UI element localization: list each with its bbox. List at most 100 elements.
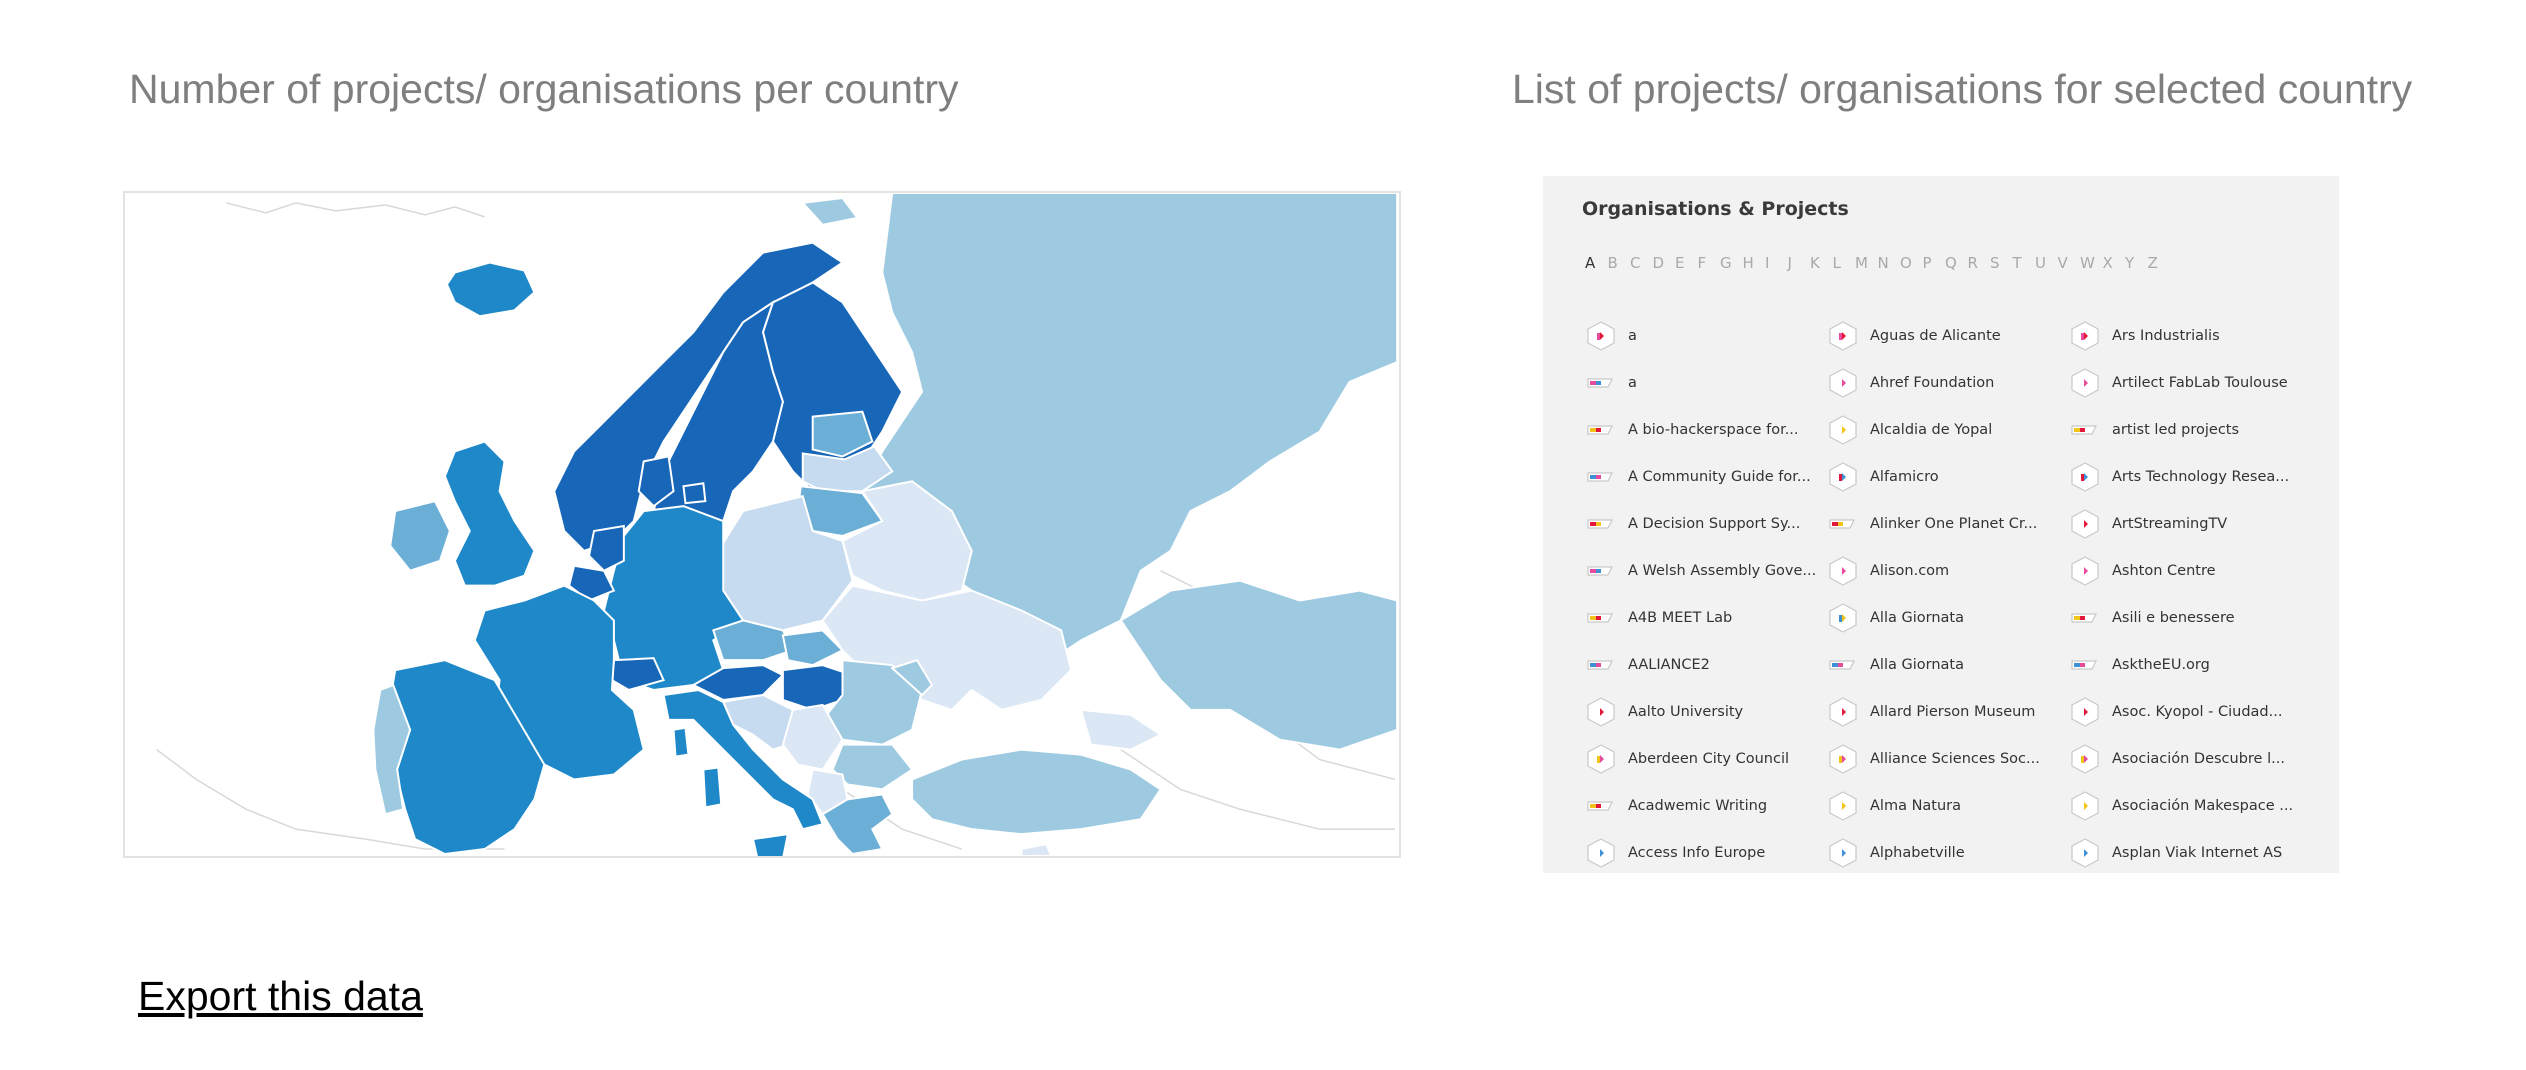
list-item[interactable]: A Welsh Assembly Gove... [1586, 547, 1831, 594]
country-kazakhstan[interactable] [1119, 579, 1399, 751]
list-item[interactable]: Alla Giornata [1828, 594, 2073, 641]
list-item[interactable]: Alfamicro [1828, 453, 2073, 500]
alphabet-letter-p[interactable]: P [1922, 254, 1932, 272]
list-item[interactable]: A Community Guide for... [1586, 453, 1831, 500]
alphabet-letter-k[interactable]: K [1810, 254, 1820, 272]
alphabet-letter-l[interactable]: L [1832, 254, 1841, 272]
country-greece[interactable] [821, 793, 894, 856]
list-item[interactable]: Allard Pierson Museum [1828, 688, 2073, 735]
list-item[interactable]: Alma Natura [1828, 782, 2073, 829]
list-item[interactable]: A bio-hackerspace for... [1586, 406, 1831, 453]
alphabet-letter-i[interactable]: I [1765, 254, 1770, 272]
alphabet-letter-s[interactable]: S [1990, 254, 2000, 272]
country-belgium[interactable] [568, 564, 616, 602]
list-item[interactable]: AsktheEU.org [2070, 641, 2315, 688]
list-item[interactable]: Alla Giornata [1828, 641, 2073, 688]
list-item[interactable]: Ars Industrialis [2070, 312, 2315, 359]
country-turkey[interactable] [911, 748, 1162, 836]
list-item[interactable]: Artilect FabLab Toulouse [2070, 359, 2315, 406]
country-ireland[interactable] [389, 499, 451, 572]
country-netherlands[interactable] [587, 524, 625, 572]
list-item[interactable]: Asoc. Kyopol - Ciudad... [2070, 688, 2315, 735]
country-italy[interactable] [662, 688, 824, 831]
list-item[interactable]: Alinker One Planet Cr... [1828, 500, 2073, 547]
list-item[interactable]: A4B MEET Lab [1586, 594, 1831, 641]
alphabet-letter-y[interactable]: Y [2125, 254, 2135, 272]
list-item[interactable]: Aguas de Alicante [1828, 312, 2073, 359]
alphabet-letter-j[interactable]: J [1787, 254, 1792, 272]
alphabet-letter-g[interactable]: G [1720, 254, 1732, 272]
list-item[interactable]: Aberdeen City Council [1586, 735, 1831, 782]
list-item[interactable]: artist led projects [2070, 406, 2315, 453]
list-item[interactable]: Asili e benessere [2070, 594, 2315, 641]
list-item[interactable]: Alphabetville [1828, 829, 2073, 873]
alphabet-letter-n[interactable]: N [1877, 254, 1889, 272]
list-item[interactable]: Aalto University [1586, 688, 1831, 735]
export-data-link[interactable]: Export this data [138, 973, 423, 1019]
alphabet-letter-h[interactable]: H [1742, 254, 1754, 272]
list-item[interactable]: a [1586, 312, 1831, 359]
hexagon-icon [2070, 320, 2100, 351]
alphabet-letter-w[interactable]: W [2080, 254, 2095, 272]
country-cyprus[interactable] [1020, 842, 1053, 856]
country-slovakia[interactable] [781, 629, 845, 667]
map-title: Number of projects/ organisations per co… [129, 66, 959, 112]
list-item-label: Artilect FabLab Toulouse [2112, 374, 2288, 391]
country-sardinia[interactable] [702, 766, 723, 809]
alphabet-letter-m[interactable]: M [1855, 254, 1868, 272]
list-item-label: a [1628, 327, 1637, 344]
alphabet-letter-u[interactable]: U [2035, 254, 2046, 272]
hexagon-icon [1586, 696, 1616, 727]
country-caucasus[interactable] [1079, 708, 1163, 751]
list-item[interactable]: Asplan Viak Internet AS [2070, 829, 2315, 873]
country-sicily[interactable] [751, 832, 790, 856]
list-item[interactable]: A Decision Support Sy... [1586, 500, 1831, 547]
list-item[interactable]: Ashton Centre [2070, 547, 2315, 594]
alphabet-letter-f[interactable]: F [1697, 254, 1707, 272]
alphabet-letter-b[interactable]: B [1607, 254, 1618, 272]
country-portugal[interactable] [372, 683, 412, 816]
list-item[interactable]: Asociación Descubre l... [2070, 735, 2315, 782]
country-serbia-bosnia[interactable] [781, 703, 844, 771]
country-bulgaria[interactable] [831, 743, 914, 791]
hexagon-icon [2070, 837, 2100, 868]
country-moldova[interactable] [890, 658, 934, 697]
list-item-label: Ars Industrialis [2112, 327, 2220, 344]
list-item[interactable]: ArtStreamingTV [2070, 500, 2315, 547]
alphabet-letter-t[interactable]: T [2012, 254, 2022, 272]
list-item[interactable]: Alliance Sciences Soc... [1828, 735, 2073, 782]
alphabet-letter-a[interactable]: A [1585, 254, 1596, 272]
alphabet-letter-c[interactable]: C [1630, 254, 1641, 272]
country-united-kingdom[interactable] [443, 440, 536, 587]
list-item[interactable]: Ahref Foundation [1828, 359, 2073, 406]
alphabet-letter-e[interactable]: E [1675, 254, 1685, 272]
list-item[interactable]: Access Info Europe [1586, 829, 1831, 873]
alphabet-letter-r[interactable]: R [1967, 254, 1978, 272]
list-item[interactable]: Asociación Makespace ... [2070, 782, 2315, 829]
list-item[interactable]: Alcaldia de Yopal [1828, 406, 2073, 453]
europe-choropleth-map[interactable] [123, 191, 1401, 858]
alphabet-letter-v[interactable]: V [2057, 254, 2068, 272]
list-item[interactable]: Arts Technology Resea... [2070, 453, 2315, 500]
alphabet-letter-o[interactable]: O [1900, 254, 1912, 272]
tag-icon [1586, 415, 1616, 445]
alphabet-letter-x[interactable]: X [2102, 254, 2113, 272]
alphabet-letter-d[interactable]: D [1652, 254, 1665, 272]
country-estonia[interactable] [811, 410, 874, 458]
list-item[interactable]: AALIANCE2 [1586, 641, 1831, 688]
country-svalbard[interactable] [800, 196, 860, 226]
list-item-label: A Community Guide for... [1628, 468, 1811, 485]
list-item[interactable]: a [1586, 359, 1831, 406]
hexagon-icon [1828, 743, 1858, 774]
list-item[interactable]: Acadwemic Writing [1586, 782, 1831, 829]
country-norway[interactable] [553, 241, 845, 552]
country-corsica[interactable] [672, 726, 690, 758]
list-item[interactable]: Alison.com [1828, 547, 2073, 594]
alphabet-letter-q[interactable]: Q [1945, 254, 1957, 272]
country-denmark[interactable] [637, 455, 707, 508]
country-latvia[interactable] [801, 445, 894, 493]
country-iceland[interactable] [445, 261, 536, 318]
alphabet-letter-z[interactable]: Z [2147, 254, 2158, 272]
hexagon-icon [1828, 367, 1858, 398]
tag-icon [2070, 603, 2100, 633]
